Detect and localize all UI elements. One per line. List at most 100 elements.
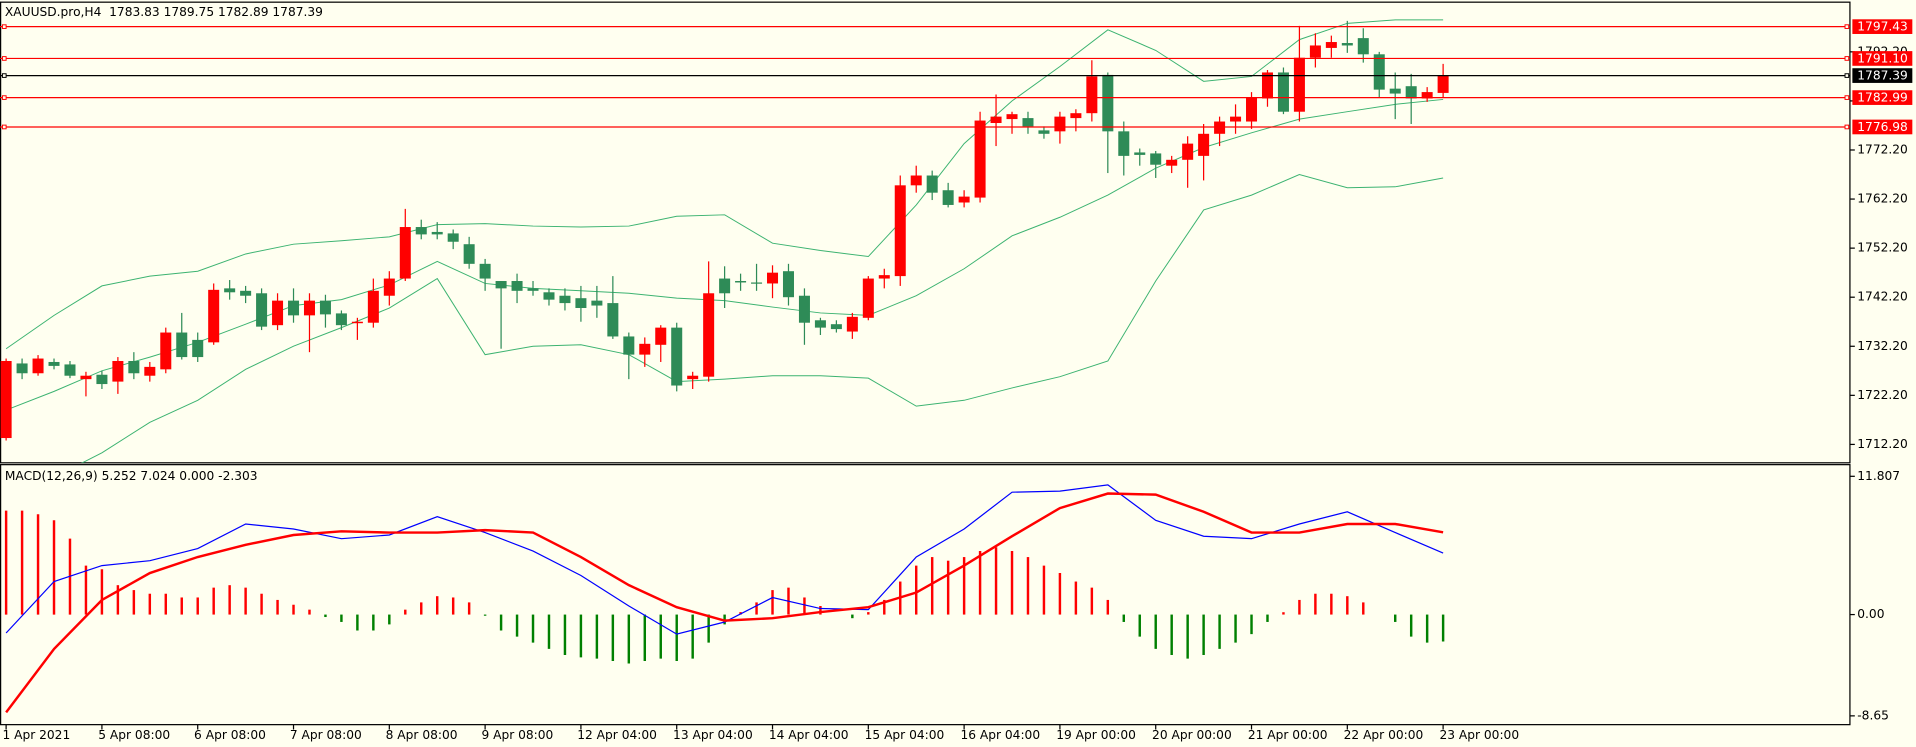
price-line-handle — [1, 73, 7, 78]
candle-body — [303, 300, 315, 316]
x-tick-label: 6 Apr 08:00 — [194, 728, 266, 742]
candle-body — [288, 300, 300, 316]
candle-body — [894, 185, 906, 277]
candle-body — [1182, 143, 1194, 160]
candle-body — [703, 293, 715, 377]
candle-body — [319, 300, 331, 315]
bollinger-band — [5, 19, 1444, 350]
candle-body — [751, 282, 763, 284]
candle-body — [351, 321, 363, 324]
x-tick-label: 5 Apr 08:00 — [98, 728, 170, 742]
candle-body — [910, 175, 922, 186]
candle-body — [575, 298, 587, 308]
price-line-handle — [1, 95, 7, 100]
candle-body — [1038, 130, 1050, 134]
price-line-handle — [1, 124, 7, 130]
candle-body — [623, 336, 635, 355]
candle-body — [1309, 45, 1321, 58]
candle-body — [1293, 57, 1305, 112]
candle-body — [719, 278, 731, 294]
candle-body — [431, 231, 443, 235]
x-tick-label: 14 Apr 04:00 — [769, 728, 849, 742]
price-line-handle — [1844, 95, 1850, 100]
candle-body — [1166, 159, 1178, 166]
x-tick-label: 22 Apr 00:00 — [1344, 728, 1424, 742]
candle-body — [1134, 152, 1146, 155]
candle-body — [0, 360, 12, 439]
price-label-box — [1852, 51, 1913, 66]
candle-body — [1070, 113, 1082, 119]
candle-body — [256, 293, 268, 327]
x-tick-label: 9 Apr 08:00 — [481, 728, 553, 742]
candle-body — [1246, 96, 1258, 122]
candle-body — [112, 360, 124, 382]
candle-body — [830, 324, 842, 330]
macd-line — [5, 484, 1444, 635]
x-tick-label: 12 Apr 04:00 — [577, 728, 657, 742]
candle-body — [1325, 42, 1337, 48]
candle-body — [527, 288, 539, 291]
candle-body — [367, 290, 379, 323]
macd-pane-border — [0, 464, 1851, 726]
macd-line — [5, 492, 1444, 714]
candle-body — [1341, 43, 1353, 46]
x-tick-label: 23 Apr 00:00 — [1439, 728, 1519, 742]
candle-body — [1102, 74, 1114, 132]
candle-body — [1421, 92, 1433, 99]
candle-body — [687, 375, 699, 380]
candle-body — [160, 332, 172, 370]
x-tick-label: 13 Apr 04:00 — [673, 728, 753, 742]
price-line-handle — [1844, 24, 1850, 29]
price-line-handle — [1844, 56, 1850, 61]
candle-body — [942, 190, 954, 205]
macd-header: MACD(12,26,9) 5.252 7.024 0.000 -2.303 — [5, 469, 258, 483]
candle-body — [1389, 88, 1401, 94]
candle-body — [335, 313, 347, 326]
y-tick-label: 1742.20 — [1857, 290, 1908, 304]
overlay: 1712.20 1722.20 1732.20 1742.20 1752.20 1762.… — [0, 19, 1913, 742]
candle-body — [1437, 75, 1449, 93]
x-tick-label: 7 Apr 08:00 — [290, 728, 362, 742]
price-label: 1791.10 — [1857, 52, 1908, 66]
y-tick-label: 1752.20 — [1857, 241, 1908, 255]
candle-body — [639, 343, 651, 355]
x-tick-label: 20 Apr 00:00 — [1152, 728, 1232, 742]
x-tick-label: 15 Apr 04:00 — [865, 728, 945, 742]
price-plot — [0, 19, 1449, 463]
price-line-handle — [1, 24, 7, 29]
symbol-header: XAUUSD.pro,H4 1783.83 1789.75 1782.89 17… — [5, 5, 323, 19]
candle-body — [1261, 72, 1273, 99]
candle-body — [862, 278, 874, 318]
y-tick-label: 1712.20 — [1857, 437, 1908, 451]
candle-body — [1118, 131, 1130, 156]
price-label: 1787.39 — [1857, 69, 1908, 83]
price-label: 1776.98 — [1857, 120, 1908, 134]
candle-body — [1198, 133, 1210, 156]
candle-body — [974, 120, 986, 198]
candle-body — [192, 339, 204, 358]
candle-body — [655, 327, 667, 345]
price-line-handle — [1844, 73, 1850, 78]
x-tick-label: 21 Apr 00:00 — [1248, 728, 1328, 742]
candle-body — [80, 375, 92, 380]
candle-body — [767, 272, 779, 284]
price-label-box — [1852, 90, 1913, 105]
price-label-box — [1852, 119, 1913, 135]
candle-body — [1022, 118, 1034, 127]
candle-body — [224, 288, 236, 293]
candle-body — [240, 290, 252, 296]
candle-body — [814, 320, 826, 328]
y-tick-label: 1772.20 — [1857, 142, 1908, 156]
candle-body — [1214, 121, 1226, 134]
y-tick-label: 0.00 — [1857, 607, 1884, 621]
candle-body — [1150, 153, 1162, 165]
candle-body — [144, 366, 156, 376]
candle-body — [495, 281, 507, 289]
candle-body — [272, 300, 284, 326]
candle-body — [415, 227, 427, 235]
candle-body — [559, 295, 571, 304]
bollinger-band — [81, 174, 1444, 463]
x-tick-label: 1 Apr 2021 — [2, 728, 70, 742]
